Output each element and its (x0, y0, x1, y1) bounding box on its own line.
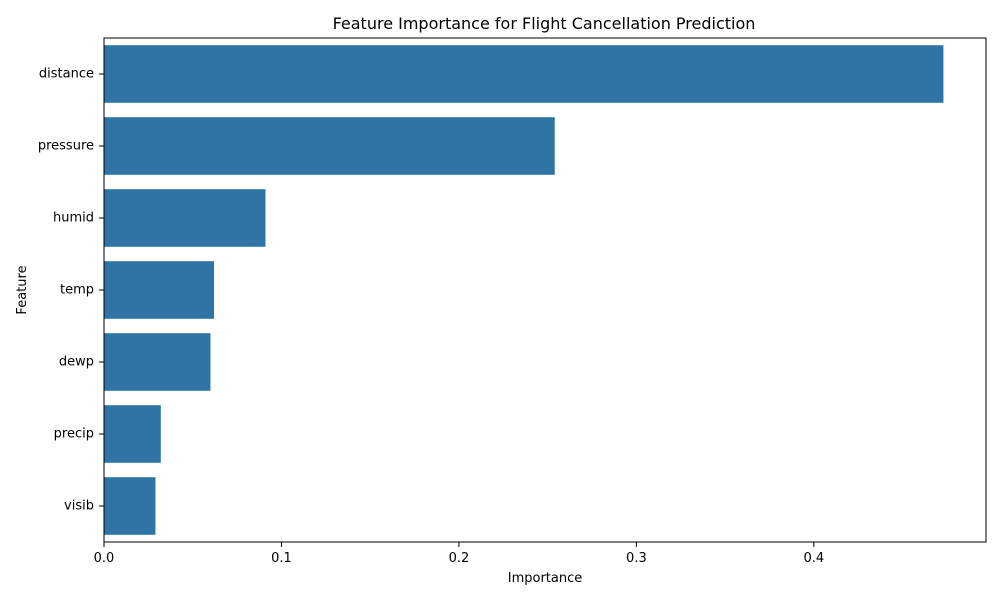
y-tick-label: dewp (59, 355, 94, 370)
x-tick-label: 0.4 (804, 551, 825, 566)
chart-title: Feature Importance for Flight Cancellati… (333, 14, 756, 33)
x-tick-label: 0.2 (449, 551, 470, 566)
x-axis-label: Importance (508, 571, 583, 586)
bar-temp (104, 261, 215, 319)
bar-distance (104, 45, 944, 103)
y-tick-label: pressure (38, 139, 94, 154)
y-axis-ticks: distance pressure humid temp dewp precip visib (38, 67, 104, 514)
y-tick-label: visib (64, 499, 94, 514)
bars-group (104, 45, 944, 535)
x-tick-label: 0.3 (626, 551, 647, 566)
bar-precip (104, 405, 161, 463)
bar-pressure (104, 117, 555, 175)
bar-humid (104, 189, 266, 247)
y-tick-label: distance (39, 67, 94, 82)
x-tick-label: 0.1 (271, 551, 292, 566)
bar-visib (104, 477, 156, 535)
x-axis-ticks: 0.0 0.1 0.2 0.3 0.4 (94, 542, 825, 566)
bar-dewp (104, 333, 211, 391)
y-tick-label: humid (53, 211, 94, 226)
x-tick-label: 0.0 (94, 551, 115, 566)
y-axis-label: Feature (15, 265, 30, 314)
y-tick-label: precip (54, 427, 94, 442)
y-tick-label: temp (60, 283, 94, 298)
plot-frame (103, 37, 987, 543)
